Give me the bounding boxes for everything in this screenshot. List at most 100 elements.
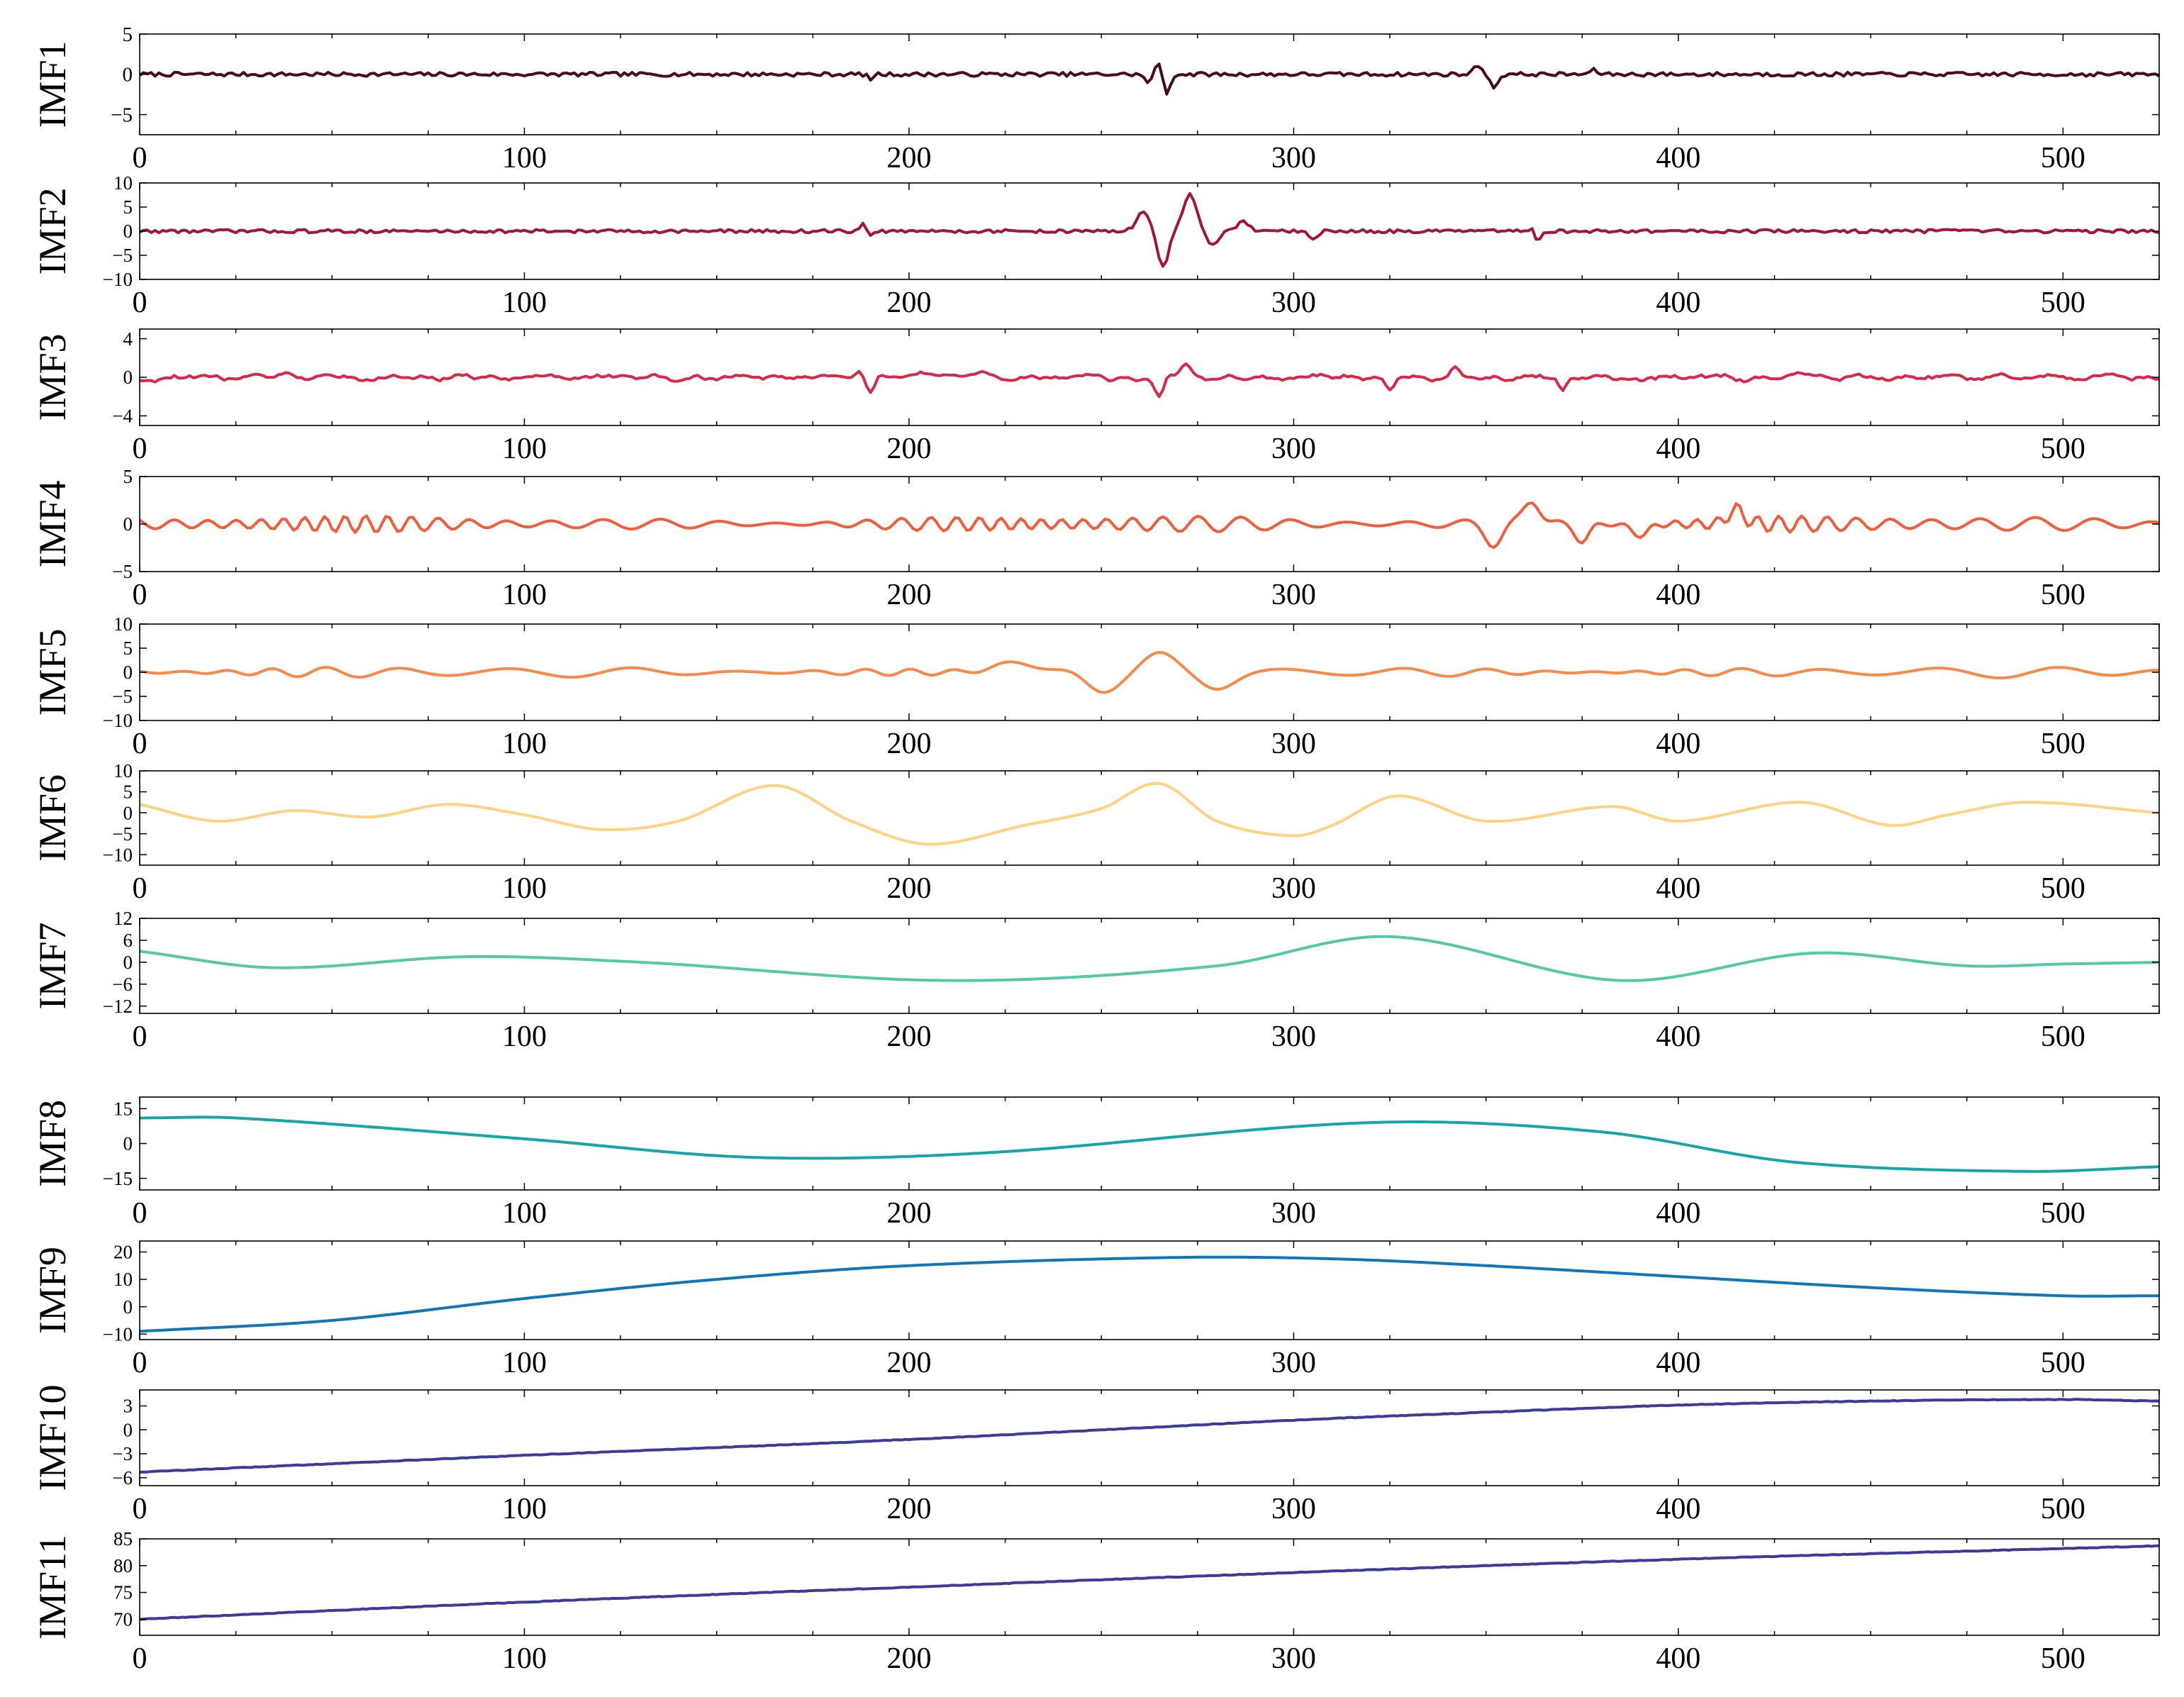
y-tick-label: 0 xyxy=(123,221,133,242)
x-tick-label: 0 xyxy=(133,142,147,174)
y-tick-label: 0 xyxy=(123,662,133,683)
x-tick-label: 100 xyxy=(502,1020,547,1053)
x-tick-label: 300 xyxy=(1271,1347,1316,1379)
x-tick-label: 300 xyxy=(1271,579,1316,611)
x-tick-label: 0 xyxy=(133,1020,147,1053)
x-tick-label: 200 xyxy=(886,1020,931,1053)
y-tick-label: −6 xyxy=(112,974,133,995)
series-line-imf11 xyxy=(139,1544,2160,1621)
series-line-imf2 xyxy=(139,191,2160,268)
y-tick-label: 0 xyxy=(123,367,133,388)
x-tick-label: 400 xyxy=(1656,1347,1700,1379)
series-line-imf9 xyxy=(139,1255,2159,1333)
x-tick-label: 300 xyxy=(1271,286,1316,319)
x-tick-label: 300 xyxy=(1271,1493,1316,1525)
y-tick-label: 70 xyxy=(113,1609,133,1630)
x-tick-label: 500 xyxy=(2041,1347,2085,1379)
y-tick-label: 10 xyxy=(113,1269,133,1290)
plot-frame xyxy=(139,770,2160,866)
y-axis-label: IMF9 xyxy=(31,1247,74,1334)
plot-frame xyxy=(139,33,2160,135)
y-tick-label: −10 xyxy=(103,710,133,731)
y-tick-label: −4 xyxy=(112,406,133,427)
series-line-imf8 xyxy=(140,1115,2160,1173)
plot-frame xyxy=(139,1096,2160,1191)
y-tick-label: −5 xyxy=(112,686,133,707)
y-tick-label: 5 xyxy=(123,781,133,803)
y-axis-label: IMF7 xyxy=(31,922,74,1009)
series-line-imf6 xyxy=(139,781,2160,846)
x-tick-label: 300 xyxy=(1271,728,1316,760)
y-axis-label: IMF3 xyxy=(31,333,74,421)
y-tick-label: 0 xyxy=(123,1133,133,1154)
panel-imf11: 0 100 200 300 400 500 70 75 80 85 IMF11 xyxy=(31,1528,2160,1675)
x-tick-label: 400 xyxy=(1656,142,1700,174)
x-tick-label: 200 xyxy=(886,728,931,760)
y-axis-label: IMF1 xyxy=(31,40,74,128)
y-tick-label: 0 xyxy=(123,64,133,87)
y-tick-label: −10 xyxy=(103,844,133,865)
y-tick-label: −5 xyxy=(112,561,133,582)
plot-frame xyxy=(139,1538,2160,1636)
x-tick-label: 100 xyxy=(502,142,547,174)
x-tick-label: 500 xyxy=(2041,433,2085,465)
x-tick-label: 100 xyxy=(502,1493,547,1525)
y-tick-label: 12 xyxy=(113,908,133,929)
x-tick-label: 300 xyxy=(1271,1197,1316,1230)
x-tick-label: 200 xyxy=(886,579,931,611)
series-line-imf4 xyxy=(138,501,2160,550)
x-tick-label: 0 xyxy=(133,728,147,760)
x-tick-label: 100 xyxy=(502,728,547,760)
x-tick-label: 0 xyxy=(133,286,147,319)
y-tick-label: −3 xyxy=(112,1443,133,1464)
plot-frame xyxy=(139,1389,2160,1486)
x-tick-label: 100 xyxy=(502,1197,547,1230)
y-tick-label: 10 xyxy=(113,613,133,635)
y-axis-label: IMF8 xyxy=(31,1100,74,1187)
series-line-imf3 xyxy=(139,362,2159,399)
x-tick-label: 0 xyxy=(133,1493,147,1525)
x-tick-label: 0 xyxy=(133,872,147,905)
x-tick-label: 500 xyxy=(2041,1197,2085,1230)
y-tick-label: 3 xyxy=(123,1396,133,1417)
y-tick-label: −5 xyxy=(112,823,133,845)
y-tick-label: −10 xyxy=(103,1323,133,1345)
y-axis-label: IMF11 xyxy=(31,1535,74,1640)
x-tick-label: 200 xyxy=(886,1642,931,1675)
x-tick-label: 200 xyxy=(886,1493,931,1525)
x-tick-label: 200 xyxy=(886,1197,931,1230)
x-tick-label: 300 xyxy=(1271,142,1316,174)
x-tick-label: 0 xyxy=(133,1197,147,1230)
x-tick-label: 400 xyxy=(1656,579,1700,611)
x-tick-label: 100 xyxy=(502,433,547,465)
y-tick-label: 5 xyxy=(123,196,133,218)
x-tick-label: 500 xyxy=(2041,142,2085,174)
y-tick-label: 0 xyxy=(123,1419,133,1440)
y-tick-label: 20 xyxy=(113,1242,133,1263)
y-tick-label: 10 xyxy=(113,172,133,194)
x-tick-label: 400 xyxy=(1656,286,1700,319)
y-tick-label: 0 xyxy=(123,513,133,535)
x-tick-label: 500 xyxy=(2041,1642,2085,1675)
series-line-imf5 xyxy=(139,650,2159,694)
x-tick-label: 500 xyxy=(2041,579,2085,611)
y-tick-label: −15 xyxy=(103,1168,133,1189)
x-tick-label: 300 xyxy=(1271,1642,1316,1675)
series-line-imf10 xyxy=(139,1398,2160,1474)
series-line-imf1 xyxy=(138,62,2160,96)
x-tick-label: 400 xyxy=(1656,728,1700,760)
x-tick-label: 500 xyxy=(2041,728,2085,760)
x-tick-label: 500 xyxy=(2041,1493,2085,1525)
x-tick-label: 0 xyxy=(133,1642,147,1675)
x-tick-label: 300 xyxy=(1271,1020,1316,1053)
y-tick-label: −6 xyxy=(112,1467,133,1489)
y-tick-label: 6 xyxy=(123,930,133,951)
y-tick-label: −5 xyxy=(111,104,133,126)
